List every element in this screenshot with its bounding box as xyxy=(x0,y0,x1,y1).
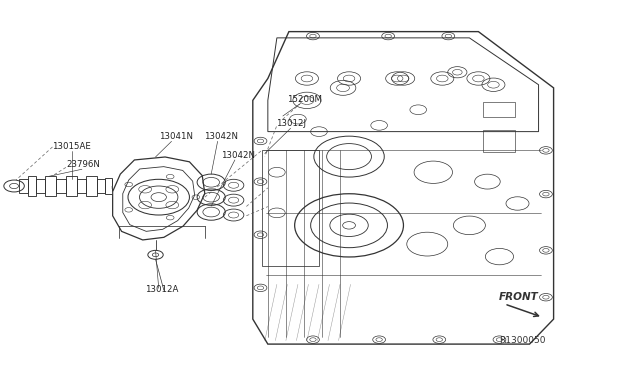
Text: FRONT: FRONT xyxy=(499,292,539,302)
Text: 13042N: 13042N xyxy=(221,151,255,160)
Text: 15200M: 15200M xyxy=(287,95,322,104)
Bar xyxy=(19,179,28,193)
Bar xyxy=(97,179,104,193)
Bar xyxy=(483,130,515,152)
Bar xyxy=(104,178,112,194)
Text: 13015AE: 13015AE xyxy=(52,142,92,151)
Bar xyxy=(86,176,97,196)
Text: 13041N: 13041N xyxy=(159,132,193,141)
Bar xyxy=(77,179,86,193)
Bar xyxy=(36,179,45,193)
Bar xyxy=(65,176,77,196)
Bar xyxy=(483,102,515,117)
Text: 13012J: 13012J xyxy=(276,119,307,128)
Text: 23796N: 23796N xyxy=(66,160,100,169)
Bar xyxy=(56,179,65,193)
Text: R1300050: R1300050 xyxy=(499,336,546,345)
Bar xyxy=(28,176,36,196)
Bar xyxy=(45,176,56,196)
Text: 13042N: 13042N xyxy=(204,132,237,141)
Text: 13012A: 13012A xyxy=(145,285,178,294)
